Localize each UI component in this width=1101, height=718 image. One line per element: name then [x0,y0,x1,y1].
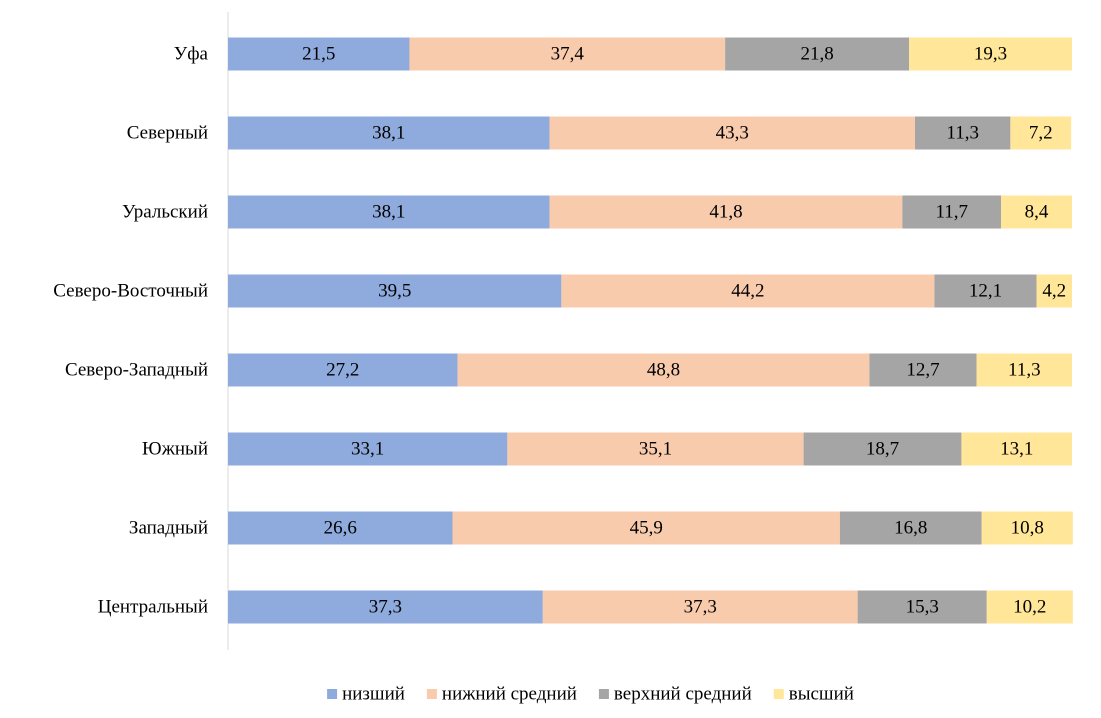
legend-label: нижний средний [442,684,577,705]
data-label: 11,7 [935,202,968,223]
bar-segment [1036,274,1072,308]
bar-segment [839,511,982,545]
data-label: 21,5 [302,44,335,65]
bar-segment [228,37,410,71]
data-label: 37,4 [551,44,585,65]
data-label: 15,3 [906,597,939,618]
data-label: 26,6 [324,518,357,539]
bar-segment [228,116,550,150]
data-label: 37,3 [369,597,402,618]
bar-segment [561,274,935,308]
bar-segment [915,116,1011,150]
bars: 21,5 37,4 21,8 19,3 38,1 43,3 11,3 7,2 38,1 41,8 1… [228,37,1073,624]
data-label: 35,1 [639,439,672,460]
bar-segment [228,511,453,545]
bar-segment [869,353,977,387]
bar-segment [507,432,804,466]
category-label: Северо-Западный [65,360,208,381]
category-label: Северный [127,123,208,144]
bar-segment [549,116,916,150]
data-label: 48,8 [647,360,680,381]
bar-segment [803,432,962,466]
category-label: Уфа [174,44,209,65]
bar-segment [961,432,1072,466]
data-label: 16,8 [894,518,927,539]
legend-swatch [773,689,784,699]
bar-segment [228,195,550,229]
bar-segment [228,353,458,387]
bar-segment [986,590,1073,624]
data-label: 12,7 [906,360,939,381]
data-label: 19,3 [974,44,1007,65]
legend-label: высший [789,684,854,705]
data-label: 11,3 [946,123,979,144]
data-label: 41,8 [709,202,742,223]
bar-segment [976,353,1072,387]
category-label: Северо-Восточный [53,281,208,302]
data-label: 43,3 [716,123,749,144]
category-labels: Уфа Северный Уральский Северо-Восточный Севе… [53,44,208,618]
category-label: Западный [129,518,208,539]
bar-segment [1001,195,1072,229]
data-label: 13,1 [1000,439,1033,460]
bar-segment [228,590,543,624]
bar-segment [457,353,870,387]
legend-label: низший [342,684,405,705]
data-label: 8,4 [1025,202,1049,223]
bar-segment [725,37,910,71]
data-label: 27,2 [326,360,359,381]
bar-segment [228,274,562,308]
bar-segment [228,432,508,466]
category-label: Уральский [122,202,208,223]
data-label: 7,2 [1029,123,1053,144]
data-label: 18,7 [866,439,899,460]
data-label: 39,5 [378,281,411,302]
data-label: 37,3 [684,597,717,618]
data-label: 4,2 [1042,281,1066,302]
bar-segment [857,590,987,624]
category-label: Центральный [98,597,208,618]
data-label: 44,2 [731,281,764,302]
bar-segment [452,511,840,545]
data-label: 11,3 [1008,360,1041,381]
data-label: 38,1 [372,123,405,144]
bar-segment [542,590,858,624]
bar-segment [902,195,1002,229]
bar-segment [981,511,1073,545]
data-label: 21,8 [800,44,833,65]
data-label: 10,2 [1013,597,1046,618]
category-label: Южный [142,439,208,460]
data-label: 45,9 [630,518,663,539]
legend-label: верхний средний [614,684,752,705]
bar-segment [1010,116,1072,150]
data-label: 10,8 [1011,518,1044,539]
data-label: 12,1 [969,281,1002,302]
legend-swatch [598,689,609,699]
legend-swatch [327,689,338,699]
bar-segment [409,37,726,71]
legend: низший нижний средний верхний средний высши… [327,684,854,705]
legend-swatch [426,689,437,699]
data-label: 33,1 [351,439,384,460]
data-label: 38,1 [372,202,405,223]
bar-segment [934,274,1037,308]
bar-segment [909,37,1072,71]
bar-segment [549,195,903,229]
